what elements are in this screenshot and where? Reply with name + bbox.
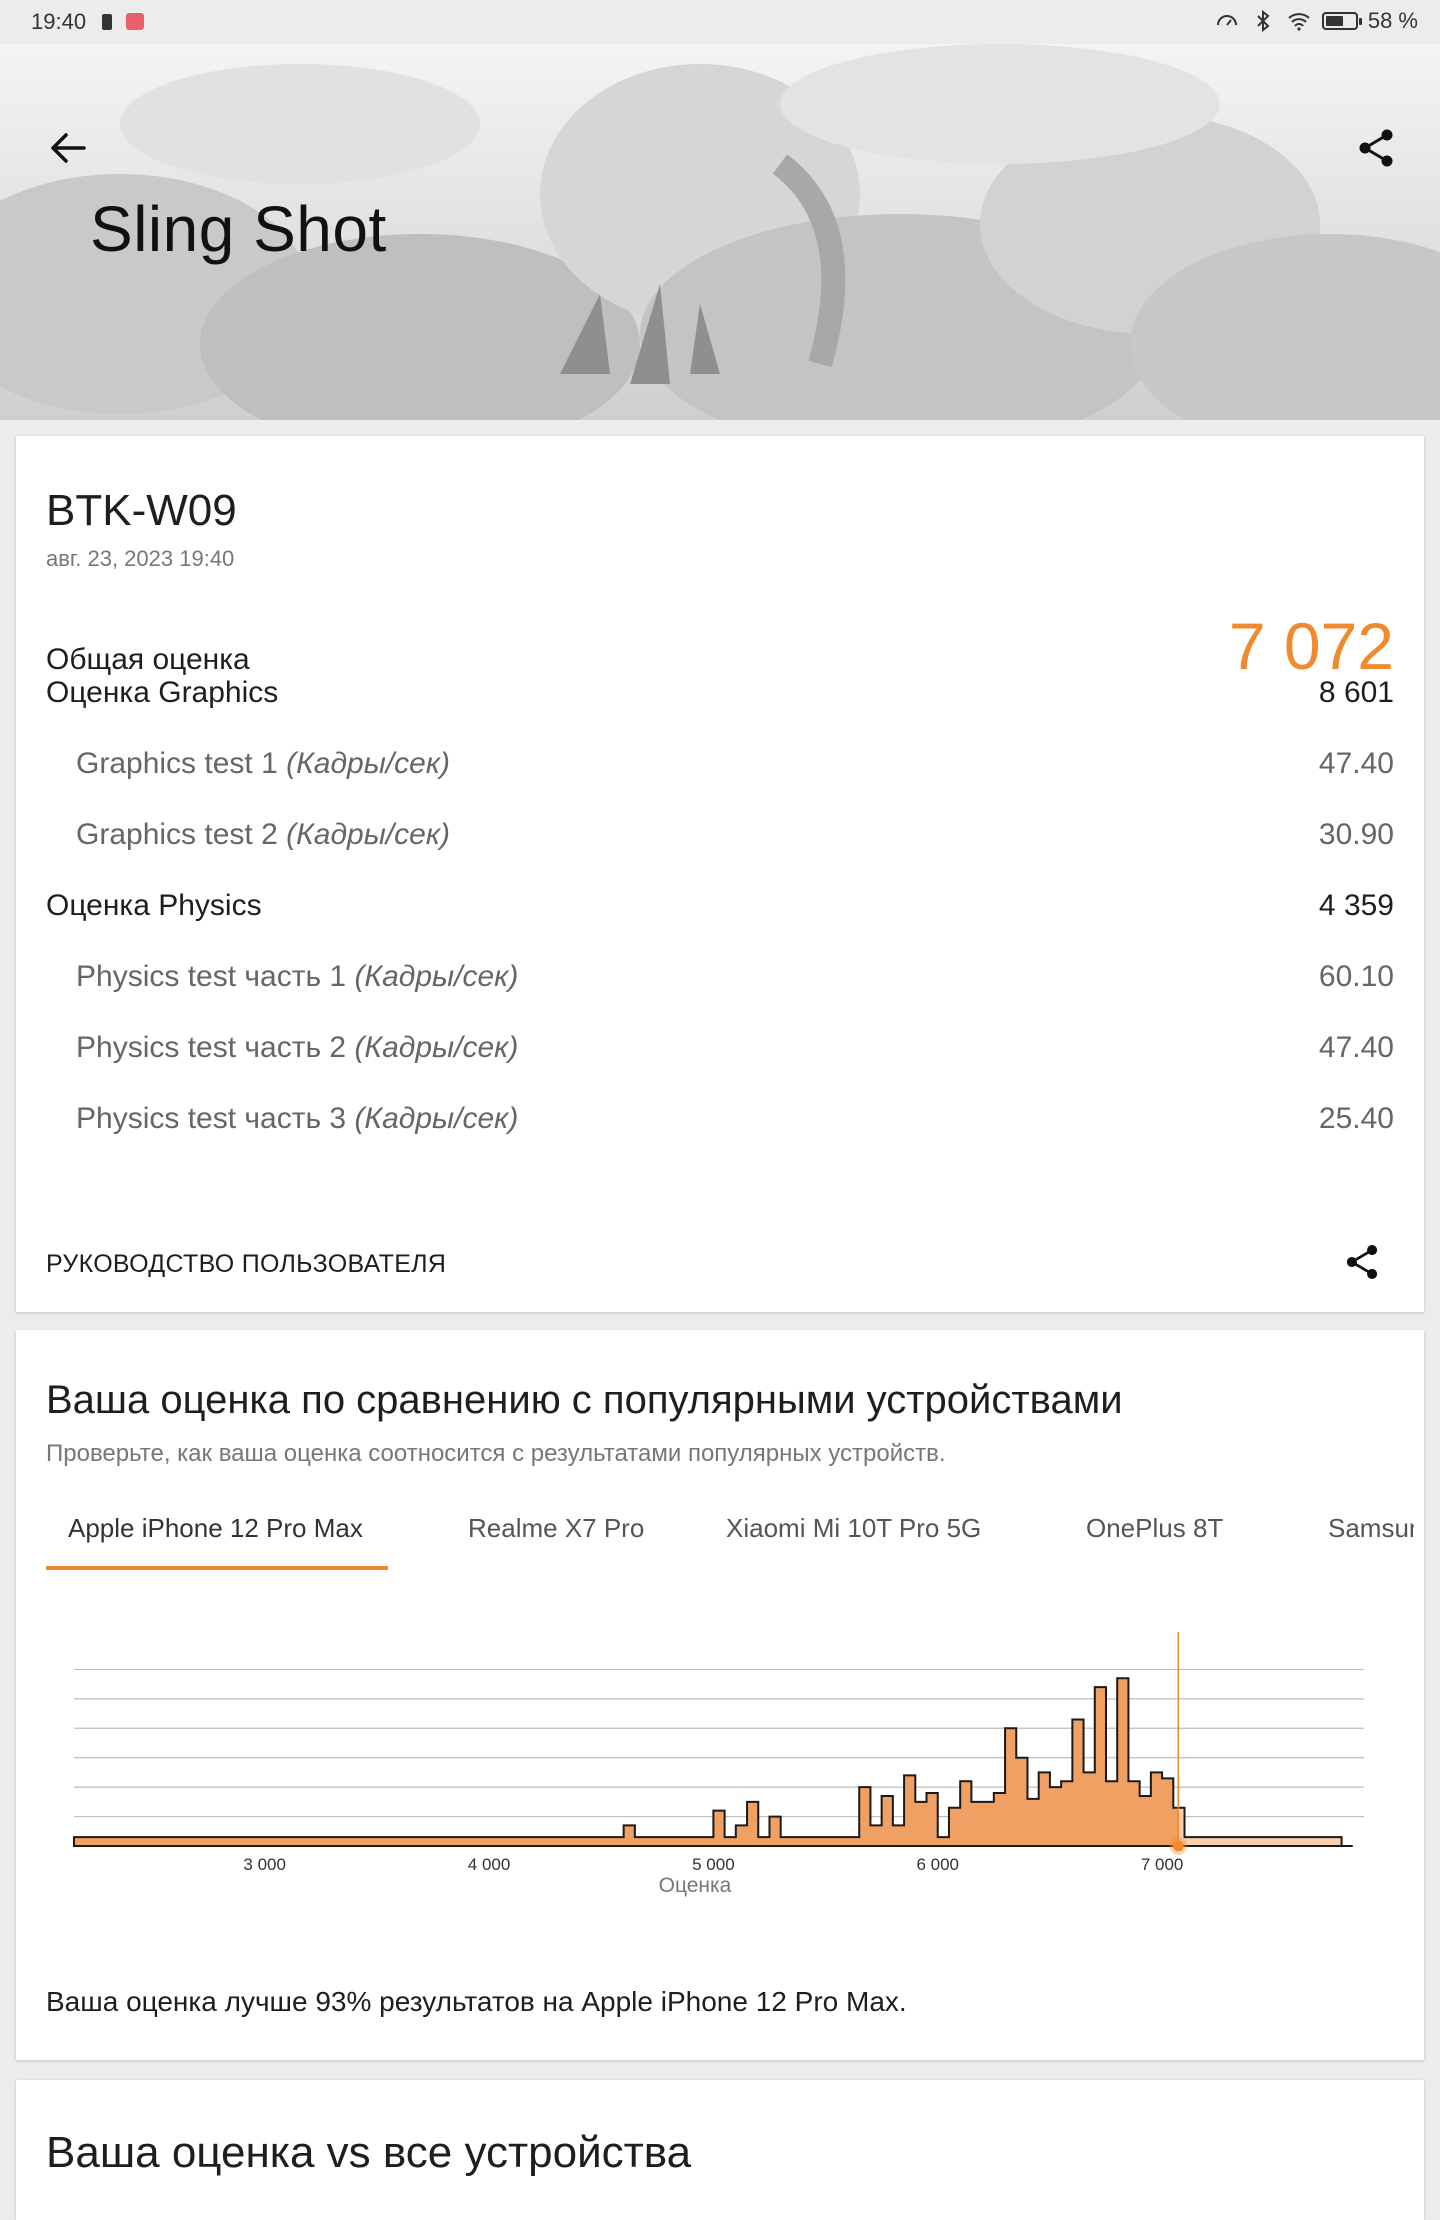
x-tick-label: 3 000 <box>243 1855 286 1874</box>
active-tab-indicator <box>46 1566 388 1570</box>
comparison-subtitle: Проверьте, как ваша оценка соотносится с… <box>46 1440 946 1467</box>
score-row-name: Physics test часть 3 <box>76 1102 347 1135</box>
total-score-value: 7 072 <box>1228 609 1394 683</box>
status-time: 19:40 <box>31 9 87 34</box>
score-row-value: 8 601 <box>1318 676 1394 709</box>
x-tick-label: 5 000 <box>692 1855 735 1874</box>
tab-apple-iphone-12-pro-max[interactable]: Apple iPhone 12 Pro Max <box>68 1513 363 1543</box>
score-row: Оценка Graphics 8 601 <box>46 676 1394 710</box>
all-devices-title: Ваша оценка vs все устройства <box>46 2128 692 2177</box>
score-row-name: Оценка Physics <box>46 889 262 922</box>
battery-icon <box>1321 12 1362 30</box>
score-row-value: 4 359 <box>1318 889 1394 922</box>
score-row-name: Graphics test 2 <box>76 818 278 851</box>
score-row: Graphics test 1 (Кадры/сек) 47.40 <box>46 747 1394 781</box>
app-notification-icon <box>126 13 144 30</box>
total-score-row: Общая оценка 7 072 <box>46 608 1394 684</box>
score-row: Physics test часть 3 (Кадры/сек) 25.40 <box>46 1102 1394 1136</box>
device-tabs: Apple iPhone 12 Pro Max Realme X7 Pro Xi… <box>46 1506 1414 1566</box>
comparison-summary: Ваша оценка лучше 93% результатов на App… <box>46 1986 907 2017</box>
x-tick-label: 4 000 <box>468 1855 511 1874</box>
bluetooth-icon <box>1257 9 1270 33</box>
score-row-value: 60.10 <box>1318 960 1394 993</box>
user-guide-link[interactable]: РУКОВОДСТВО ПОЛЬЗОВАТЕЛЯ <box>46 1250 447 1278</box>
score-row-label: Physics test часть 1 (Кадры/сек) <box>46 960 518 994</box>
score-row-unit: (Кадры/сек) <box>354 1031 519 1064</box>
score-row-value: 47.40 <box>1318 1031 1394 1064</box>
score-row-name: Graphics test 1 <box>76 747 278 780</box>
score-row-name: Physics test часть 1 <box>76 960 347 993</box>
tab-xiaomi-mi-10t-pro-5g[interactable]: Xiaomi Mi 10T Pro 5G <box>726 1513 982 1543</box>
score-row-label: Graphics test 2 (Кадры/сек) <box>46 818 450 852</box>
score-row-value: 47.40 <box>1318 747 1394 780</box>
histogram-fill-below <box>74 1678 1179 1846</box>
share-result-icon[interactable] <box>1340 1240 1384 1284</box>
score-row: Graphics test 2 (Кадры/сек) 30.90 <box>46 818 1394 852</box>
hero-background-image <box>0 44 1440 420</box>
page-title: Sling Shot <box>90 193 387 265</box>
score-row-unit: (Кадры/сек) <box>354 960 519 993</box>
status-bar: 19:40 58 % <box>0 0 1440 44</box>
score-row: Physics test часть 1 (Кадры/сек) 60.10 <box>46 960 1394 994</box>
score-row-value: 25.40 <box>1318 1102 1394 1135</box>
tab-realme-x7-pro[interactable]: Realme X7 Pro <box>468 1513 645 1543</box>
result-date: авг. 23, 2023 19:40 <box>46 546 235 571</box>
score-row-name: Physics test часть 2 <box>76 1031 347 1064</box>
x-axis-label: Оценка <box>659 1874 732 1897</box>
score-row: Оценка Physics 4 359 <box>46 889 1394 923</box>
score-row-label: Physics test часть 3 (Кадры/сек) <box>46 1102 518 1136</box>
battery-percent: 58 % <box>1367 8 1418 33</box>
score-distribution-chart: 3 000 4 000 5 000 6 000 7 000 Оценка <box>73 1632 1364 1897</box>
histogram-fill-above <box>1178 1807 1353 1846</box>
your-score-marker-dot <box>1172 1840 1184 1852</box>
score-row-label: Physics test часть 2 (Кадры/сек) <box>46 1031 518 1065</box>
score-row-value: 30.90 <box>1318 818 1394 851</box>
x-tick-label: 6 000 <box>916 1855 959 1874</box>
score-row-label: Оценка Physics <box>46 889 262 923</box>
tab-oneplus-8t[interactable]: OnePlus 8T <box>1086 1513 1224 1543</box>
comparison-card: Ваша оценка по сравнению с популярными у… <box>16 1330 1424 2060</box>
comparison-title: Ваша оценка по сравнению с популярными у… <box>46 1378 1123 1422</box>
total-score-label: Общая оценка <box>46 643 250 676</box>
score-row-unit: (Кадры/сек) <box>286 818 450 851</box>
wifi-icon <box>1288 13 1310 31</box>
score-row-unit: (Кадры/сек) <box>354 1102 519 1135</box>
score-row: Physics test часть 2 (Кадры/сек) 47.40 <box>46 1031 1394 1065</box>
x-tick-label: 7 000 <box>1141 1855 1184 1874</box>
tab-samsung[interactable]: Samsung <box>1328 1513 1414 1543</box>
notification-icon <box>102 14 112 30</box>
back-arrow-icon[interactable] <box>44 124 92 172</box>
status-icons: 58 % <box>1214 8 1418 34</box>
hero-banner: Sling Shot <box>0 44 1440 420</box>
all-devices-card: Ваша оценка vs все устройства <box>16 2080 1424 2220</box>
speed-icon <box>1216 15 1237 26</box>
score-row-label: Оценка Graphics <box>46 676 278 710</box>
score-row-name: Оценка Graphics <box>46 676 279 709</box>
share-icon[interactable] <box>1352 124 1400 172</box>
score-row-label: Graphics test 1 (Кадры/сек) <box>46 747 450 781</box>
histogram-outline <box>73 1677 1353 1847</box>
result-card: BTK-W09 авг. 23, 2023 19:40 Общая оценка… <box>16 436 1424 1312</box>
score-row-unit: (Кадры/сек) <box>286 747 450 780</box>
device-name: BTK-W09 <box>46 486 237 535</box>
